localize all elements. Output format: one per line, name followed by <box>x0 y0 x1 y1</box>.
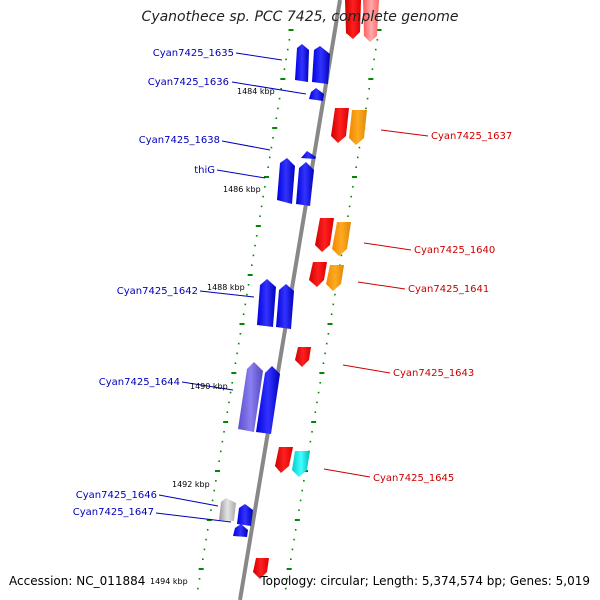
gene-arrow <box>237 504 253 526</box>
gene-arrow <box>238 362 263 432</box>
gene-arrow <box>257 279 276 327</box>
gene-label-cyan7425-1636: Cyan7425_1636 <box>148 77 229 88</box>
gene-arrow <box>233 524 248 537</box>
gene-arrow <box>363 0 379 42</box>
leader-line <box>199 290 255 298</box>
leader-line <box>181 381 234 391</box>
kbp-label: 1486 kbp <box>223 185 261 194</box>
gene-arrow <box>331 108 349 143</box>
kbp-scale: 1484 kbp 1486 kbp 1488 kbp 1490 kbp 1492… <box>150 87 275 586</box>
gene-arrow <box>276 284 294 329</box>
gene-label-thig: thiG <box>194 165 215 176</box>
leader-line <box>155 512 232 523</box>
minus-strand-genes <box>219 44 330 537</box>
gene-label-cyan7425-1635: Cyan7425_1635 <box>153 48 234 59</box>
gene-arrow <box>275 447 293 473</box>
plus-gene-labels: Cyan7425_1637 Cyan7425_1640 Cyan7425_164… <box>323 129 512 484</box>
leader-line <box>235 52 283 61</box>
leader-line <box>380 129 429 137</box>
gene-arrow <box>301 151 316 159</box>
leader-line <box>221 140 271 151</box>
gene-arrow <box>309 262 327 287</box>
gene-arrow <box>292 451 310 477</box>
gene-arrow <box>326 265 344 291</box>
kbp-label: 1484 kbp <box>237 87 275 96</box>
gene-arrow <box>315 218 334 252</box>
leader-line <box>231 81 307 95</box>
gene-label-cyan7425-1643: Cyan7425_1643 <box>393 368 474 379</box>
kbp-label: 1494 kbp <box>150 577 188 586</box>
gene-arrow <box>277 158 295 204</box>
kbp-label: 1492 kbp <box>172 480 210 489</box>
tick-track-right <box>285 29 382 590</box>
gene-arrow <box>309 88 324 101</box>
leader-line <box>357 281 406 290</box>
gene-arrow <box>295 347 311 367</box>
leader-line <box>342 364 391 374</box>
gene-label-cyan7425-1638: Cyan7425_1638 <box>139 135 220 146</box>
map-title: Cyanothece sp. PCC 7425, complete genome <box>141 9 459 25</box>
tick-track-left <box>197 29 294 590</box>
leader-line <box>323 468 371 478</box>
gene-arrow <box>253 558 269 579</box>
topology-text: Topology: circular; Length: 5,374,574 bp… <box>260 574 590 588</box>
gene-arrow <box>349 110 367 145</box>
leader-line <box>158 494 219 507</box>
gene-arrow <box>256 366 280 434</box>
leader-line <box>216 169 266 179</box>
gene-arrow <box>332 222 351 256</box>
gene-arrow <box>295 44 309 82</box>
gene-arrow <box>219 498 236 521</box>
kbp-label: 1488 kbp <box>207 283 245 292</box>
gene-label-cyan7425-1642: Cyan7425_1642 <box>117 286 198 297</box>
gene-label-cyan7425-1637: Cyan7425_1637 <box>431 131 512 142</box>
minus-gene-labels: Cyan7425_1635 Cyan7425_1636 Cyan7425_163… <box>73 48 307 523</box>
gene-arrow <box>296 162 314 206</box>
gene-label-cyan7425-1644: Cyan7425_1644 <box>99 377 180 388</box>
kbp-label: 1490 kbp <box>190 382 228 391</box>
accession-text: Accession: NC_011884 <box>9 574 146 588</box>
gene-arrow <box>345 0 361 39</box>
gene-label-cyan7425-1646: Cyan7425_1646 <box>76 490 157 501</box>
gene-label-cyan7425-1640: Cyan7425_1640 <box>414 245 495 256</box>
gene-label-cyan7425-1645: Cyan7425_1645 <box>373 473 454 484</box>
gene-label-cyan7425-1647: Cyan7425_1647 <box>73 507 154 518</box>
gene-label-cyan7425-1641: Cyan7425_1641 <box>408 284 489 295</box>
leader-line <box>363 242 412 251</box>
gene-arrow <box>312 46 330 84</box>
plus-strand-genes <box>253 0 379 579</box>
